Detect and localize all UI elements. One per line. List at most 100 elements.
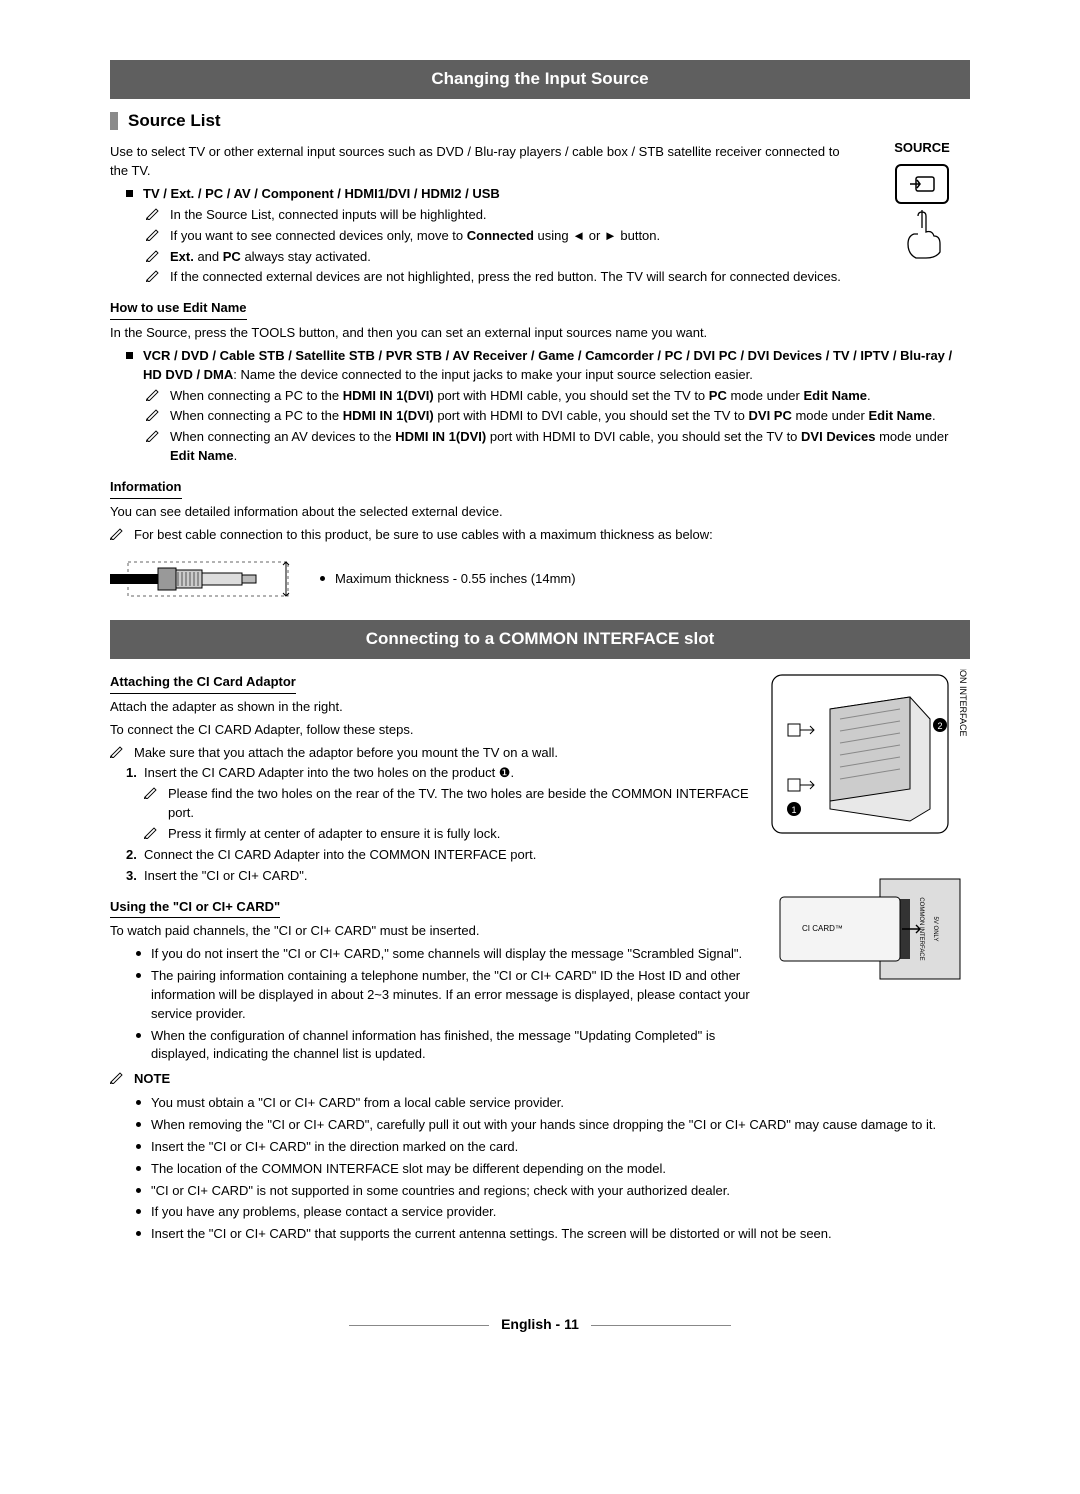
attach-line-1: Attach the adapter as shown in the right…	[110, 698, 750, 717]
information-text: You can see detailed information about t…	[110, 503, 970, 522]
section-title-1: Changing the Input Source	[110, 60, 970, 99]
svg-text:1: 1	[791, 805, 796, 815]
dot-bullet-icon	[136, 1166, 141, 1171]
svg-text:2: 2	[937, 721, 942, 731]
using-text: If you do not insert the "CI or CI+ CARD…	[151, 945, 742, 964]
note-text: If the connected external devices are no…	[170, 268, 841, 287]
note-text: If you want to see connected devices onl…	[170, 227, 660, 246]
svg-text:COMMON INTERFACE: COMMON INTERFACE	[958, 669, 968, 737]
step-number: 3.	[126, 867, 144, 886]
cable-note: For best cable connection to this produc…	[110, 526, 970, 545]
dot-bullet-icon	[136, 1122, 141, 1127]
square-bullet-icon	[126, 352, 133, 359]
source-button-figure: SOURCE	[874, 139, 970, 260]
pencil-note-icon	[110, 746, 126, 758]
source-button-box	[895, 164, 949, 204]
n7: Insert the "CI or CI+ CARD" that support…	[136, 1225, 970, 1244]
cable-note-text: For best cable connection to this produc…	[134, 526, 713, 545]
using-text: The pairing information containing a tel…	[151, 967, 750, 1024]
note-text: When connecting an AV devices to the HDM…	[170, 428, 970, 466]
n-text: If you have any problems, please contact…	[151, 1203, 496, 1222]
pencil-note-icon	[144, 827, 160, 839]
information-heading: Information	[110, 478, 182, 499]
section-title-2: Connecting to a COMMON INTERFACE slot	[110, 620, 970, 659]
step-3: 3. Insert the "CI or CI+ CARD".	[126, 867, 750, 886]
pencil-note-icon	[146, 409, 162, 421]
ci-card-figure: COMMON INTERFACE 5V ONLY CI CARD™	[770, 869, 970, 989]
intro-text: Use to select TV or other external input…	[110, 143, 856, 181]
note-text: Please find the two holes on the rear of…	[168, 785, 750, 823]
note-1: In the Source List, connected inputs wil…	[146, 206, 856, 225]
pencil-note-icon	[146, 430, 162, 442]
dot-bullet-icon	[136, 1100, 141, 1105]
step-number: 1.	[126, 764, 144, 783]
footer-text: English - 11	[493, 1316, 587, 1332]
inputs-bullet: TV / Ext. / PC / AV / Component / HDMI1/…	[126, 185, 856, 204]
using-intro: To watch paid channels, the "CI or CI+ C…	[110, 922, 750, 941]
n-text: The location of the COMMON INTERFACE slo…	[151, 1160, 666, 1179]
attach-heading: Attaching the CI Card Adaptor	[110, 673, 296, 694]
using-text: When the configuration of channel inform…	[151, 1027, 750, 1065]
step-number: 2.	[126, 846, 144, 865]
pre-mount-note: Make sure that you attach the adaptor be…	[110, 744, 750, 763]
subhead-source-list: Source List	[110, 109, 970, 134]
hand-press-icon	[892, 206, 952, 260]
n2: When removing the "CI or CI+ CARD", care…	[136, 1116, 970, 1135]
n-text: When removing the "CI or CI+ CARD", care…	[151, 1116, 936, 1135]
n6: If you have any problems, please contact…	[136, 1203, 970, 1222]
step-1a: Please find the two holes on the rear of…	[144, 785, 750, 823]
pencil-note-icon	[144, 787, 160, 799]
step-1: 1. Insert the CI CARD Adapter into the t…	[126, 764, 750, 783]
pre-mount-text: Make sure that you attach the adaptor be…	[134, 744, 558, 763]
pencil-note-icon	[146, 208, 162, 220]
ci-figures: COMMON INTERFACE 1 2 COMMON INTERFACE 5V…	[770, 669, 970, 989]
n3: Insert the "CI or CI+ CARD" in the direc…	[136, 1138, 970, 1157]
step-text: Insert the "CI or CI+ CARD".	[144, 867, 307, 886]
note-text: Ext. and PC always stay activated.	[170, 248, 371, 267]
dot-bullet-icon	[136, 1144, 141, 1149]
subhead-text: Source List	[128, 109, 221, 134]
note-text: In the Source List, connected inputs wil…	[170, 206, 487, 225]
pencil-note-icon	[110, 528, 126, 540]
edit-note-1: When connecting a PC to the HDMI IN 1(DV…	[146, 387, 970, 406]
note-3: Ext. and PC always stay activated.	[146, 248, 856, 267]
step-text: Connect the CI CARD Adapter into the COM…	[144, 846, 536, 865]
step-1b: Press it firmly at center of adapter to …	[144, 825, 750, 844]
vcr-text: VCR / DVD / Cable STB / Satellite STB / …	[143, 347, 970, 385]
note-2: If you want to see connected devices onl…	[146, 227, 856, 246]
note-text: Press it firmly at center of adapter to …	[168, 825, 500, 844]
edit-name-heading: How to use Edit Name	[110, 299, 247, 320]
cable-thickness-text: Maximum thickness - 0.55 inches (14mm)	[335, 570, 576, 589]
using-3: When the configuration of channel inform…	[136, 1027, 750, 1065]
note-text: When connecting a PC to the HDMI IN 1(DV…	[170, 407, 936, 426]
using-2: The pairing information containing a tel…	[136, 967, 750, 1024]
common-interface-slot-figure: COMMON INTERFACE 1 2	[770, 669, 970, 839]
pencil-note-icon	[146, 389, 162, 401]
using-heading: Using the "CI or CI+ CARD"	[110, 898, 280, 919]
step-text: Insert the CI CARD Adapter into the two …	[144, 764, 514, 783]
dot-bullet-icon	[320, 576, 325, 581]
dot-bullet-icon	[136, 973, 141, 978]
svg-text:CI CARD™: CI CARD™	[802, 924, 843, 933]
n-text: Insert the "CI or CI+ CARD" in the direc…	[151, 1138, 518, 1157]
edit-note-3: When connecting an AV devices to the HDM…	[146, 428, 970, 466]
square-bullet-icon	[126, 190, 133, 197]
attach-line-2: To connect the CI CARD Adapter, follow t…	[110, 721, 750, 740]
inputs-list: TV / Ext. / PC / AV / Component / HDMI1/…	[143, 186, 500, 201]
note-4: If the connected external devices are no…	[146, 268, 856, 287]
source-label: SOURCE	[874, 139, 970, 158]
n-text: Insert the "CI or CI+ CARD" that support…	[151, 1225, 832, 1244]
n-text: "CI or CI+ CARD" is not supported in som…	[151, 1182, 730, 1201]
pencil-note-icon	[110, 1072, 126, 1084]
n1: You must obtain a "CI or CI+ CARD" from …	[136, 1094, 970, 1113]
pencil-note-icon	[146, 229, 162, 241]
page-footer: English - 11	[110, 1314, 970, 1335]
using-1: If you do not insert the "CI or CI+ CARD…	[136, 945, 750, 964]
dot-bullet-icon	[136, 1231, 141, 1236]
n4: The location of the COMMON INTERFACE slo…	[136, 1160, 970, 1179]
dot-bullet-icon	[136, 1033, 141, 1038]
edit-name-intro: In the Source, press the TOOLS button, a…	[110, 324, 970, 343]
source-icon	[908, 175, 936, 193]
subhead-marker	[110, 112, 118, 130]
n5: "CI or CI+ CARD" is not supported in som…	[136, 1182, 970, 1201]
